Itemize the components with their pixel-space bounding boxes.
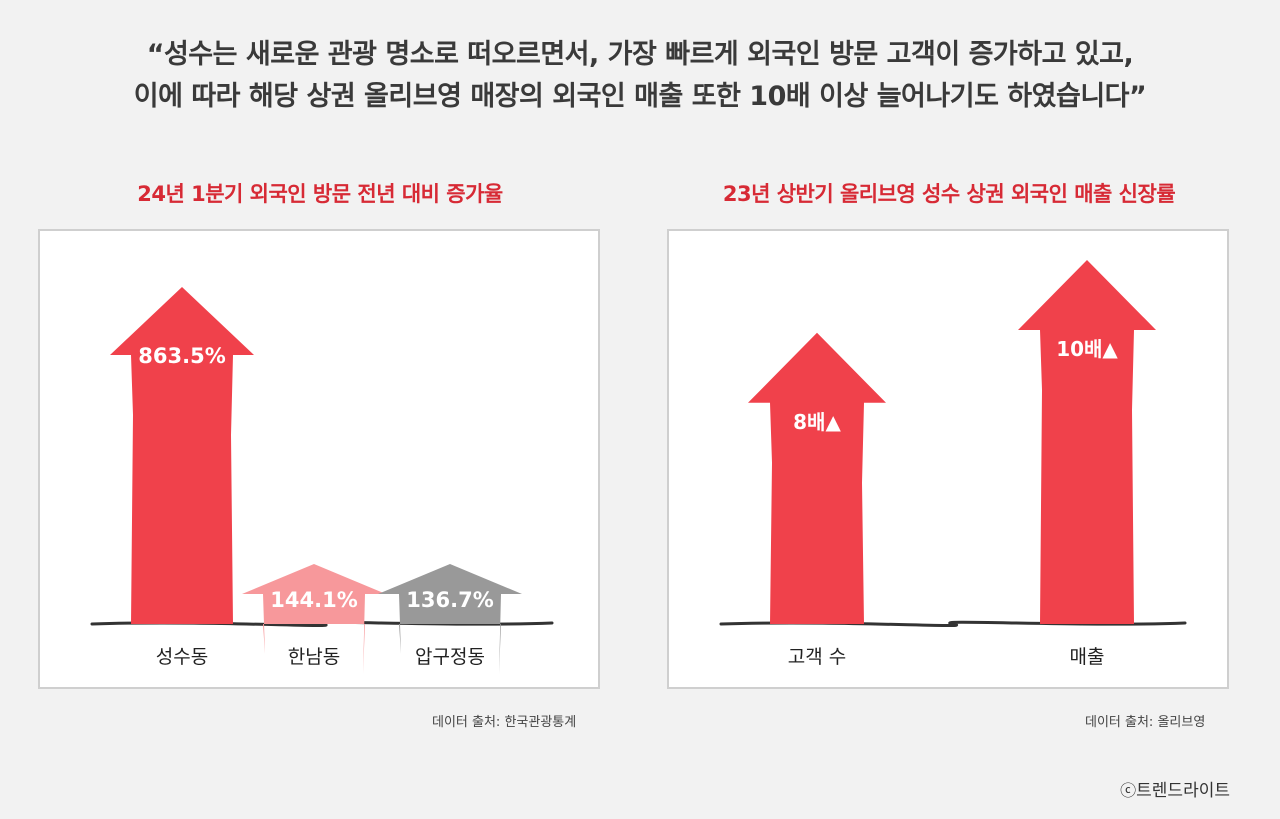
copyright: ⓒ트렌드라이트: [1120, 776, 1230, 801]
chart-1-source: 데이터 출처: 한국관광통계: [432, 715, 577, 730]
chart2-value-label-1: 8배▲: [793, 410, 841, 434]
chart2-category-label-2: 매출: [1070, 646, 1105, 668]
chart1-arrow-1: [110, 287, 254, 624]
chart1-value-label-3: 136.7%: [406, 588, 493, 612]
chart-1-title: 24년 1분기 외국인 방문 전년 대비 증가율: [137, 182, 503, 206]
chart2-arrow-1: [748, 332, 886, 624]
headline-line-2: 이에 따라 해당 상권 올리브영 매장의 외국인 매출 또한 10배 이상 늘어…: [133, 81, 1147, 112]
chart1-arrow-2: [242, 564, 386, 674]
chart1-arrow-3: [378, 564, 522, 674]
chart-2-panel: 8배▲ 고객 수 10배▲ 매출: [667, 229, 1229, 689]
chart-2-svg: 8배▲ 고객 수 10배▲ 매출: [719, 260, 1187, 668]
chart2-category-label-1: 고객 수: [788, 646, 846, 668]
chart-2-title: 23년 상반기 올리브영 성수 상권 외국인 매출 신장률: [722, 182, 1176, 206]
chart-1-svg: 863.5% 성수동 144.1% 한남동 136.7% 압구정동: [90, 287, 554, 674]
headline-quote: “성수는 새로운 관광 명소로 떠오르면서, 가장 빠르게 외국인 방문 고객이…: [0, 34, 1280, 118]
chart1-category-label-3: 압구정동: [415, 646, 485, 668]
chart1-category-label-2: 한남동: [288, 646, 340, 668]
chart-2-source: 데이터 출처: 올리브영: [1085, 715, 1206, 730]
chart2-value-label-2: 10배▲: [1056, 337, 1118, 361]
copyright-icon: ⓒ: [1120, 781, 1137, 800]
chart2-arrow-2: [1018, 260, 1156, 624]
chart-1-panel: 863.5% 성수동 144.1% 한남동 136.7% 압구정동: [38, 229, 600, 689]
copyright-text: 트렌드라이트: [1136, 781, 1230, 801]
headline-line-1: “성수는 새로운 관광 명소로 떠오르면서, 가장 빠르게 외국인 방문 고객이…: [146, 39, 1134, 70]
chart1-value-label-2: 144.1%: [270, 588, 357, 612]
chart1-category-label-1: 성수동: [156, 646, 208, 668]
chart1-value-label-1: 863.5%: [138, 344, 225, 368]
